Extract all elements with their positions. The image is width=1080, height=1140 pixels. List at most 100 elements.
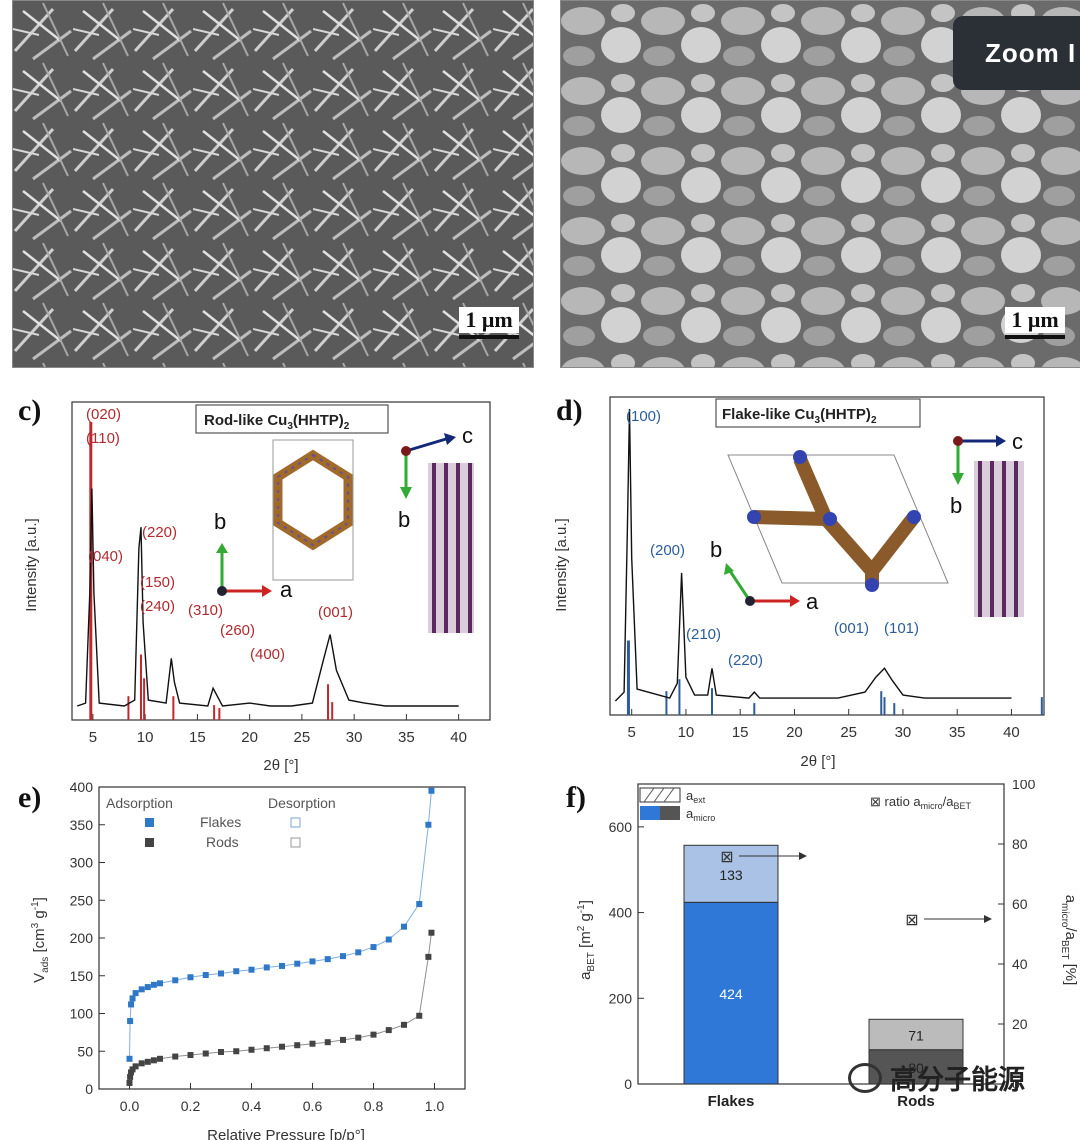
data-point bbox=[355, 949, 362, 956]
sem-rods-texture bbox=[13, 1, 533, 367]
data-point bbox=[150, 981, 157, 988]
measured-pattern-line bbox=[614, 408, 1012, 702]
sem-image-rods: 1 μm bbox=[12, 0, 534, 368]
data-point bbox=[132, 990, 139, 997]
panel-label-e: e) bbox=[18, 781, 42, 814]
bar-value-label: 71 bbox=[908, 1028, 924, 1044]
data-point bbox=[126, 1079, 133, 1086]
y2-tick-label: 60 bbox=[1012, 896, 1028, 912]
data-point bbox=[370, 944, 377, 951]
data-point bbox=[233, 968, 240, 975]
data-point bbox=[416, 901, 423, 908]
legend: aext amicro ⊠ ratio amicro/aBET bbox=[639, 787, 971, 823]
legend-micro: amicro bbox=[686, 806, 715, 823]
data-point bbox=[127, 1018, 134, 1025]
y2-tick-label: 20 bbox=[1012, 1016, 1028, 1032]
measured-pattern-line bbox=[76, 488, 459, 707]
x-tick-label: 25 bbox=[840, 724, 857, 741]
peak-label: (220) bbox=[728, 652, 763, 669]
scalebar-label: 1 μm bbox=[459, 307, 519, 333]
ratio-marker: ⊠ bbox=[720, 849, 733, 866]
data-point bbox=[294, 960, 301, 967]
legend-flakes: Flakes bbox=[200, 814, 241, 830]
data-point bbox=[428, 787, 435, 794]
data-point bbox=[218, 970, 224, 977]
peak-labels: (100) (200) (210) (220) (001) (101) bbox=[626, 408, 919, 669]
y2-tick-label: 80 bbox=[1012, 836, 1028, 852]
y-tick-label: 600 bbox=[609, 819, 633, 835]
data-point bbox=[132, 1063, 139, 1070]
panel-label-d: d) bbox=[556, 394, 583, 427]
legend: Adsorption Desorption Flakes Rods bbox=[106, 795, 336, 850]
chart-title-box bbox=[715, 398, 921, 428]
data-point bbox=[248, 966, 255, 973]
data-point bbox=[138, 1060, 145, 1067]
x-tick-label: 15 bbox=[732, 724, 749, 741]
bar-micro bbox=[683, 901, 779, 1085]
data-point bbox=[138, 986, 145, 993]
data-point bbox=[340, 953, 346, 960]
axis-b-label: b bbox=[710, 537, 722, 562]
bar-value-label: 133 bbox=[719, 867, 743, 883]
y-tick-label: 300 bbox=[70, 855, 94, 871]
axis-triad-bc: c b bbox=[950, 429, 1023, 518]
y-tick-label: 350 bbox=[70, 817, 94, 833]
x-axis-label: 2θ [°] bbox=[800, 753, 835, 770]
chat-bubble-icon bbox=[848, 1062, 882, 1093]
y2-tick-label: 100 bbox=[1012, 780, 1036, 792]
peak-label: (110) bbox=[86, 430, 120, 447]
plot-frame bbox=[98, 786, 466, 1090]
data-point bbox=[218, 1049, 224, 1056]
scalebar-b: 1 μm bbox=[1005, 307, 1065, 339]
data-point bbox=[294, 1042, 301, 1049]
x-tick-label: 5 bbox=[628, 724, 636, 741]
data-point bbox=[202, 971, 209, 978]
peak-label: (150) bbox=[140, 574, 175, 591]
peak-label: (001) bbox=[834, 620, 869, 637]
isotherm-chart: Vads [cm3 g-1] Relative Pressure [p/p°] … bbox=[30, 780, 466, 1140]
data-point bbox=[279, 962, 285, 969]
x-tick-label: 40 bbox=[450, 729, 467, 746]
data-point bbox=[129, 995, 136, 1002]
data-point bbox=[187, 974, 194, 981]
data-point bbox=[401, 1021, 407, 1028]
legend-desorption: Desorption bbox=[268, 795, 336, 811]
peak-labels: (020) (110) (220) (040) (150) (240) (310… bbox=[86, 406, 353, 663]
data-point bbox=[425, 821, 432, 828]
bar-value-label: 424 bbox=[719, 986, 743, 1002]
x-tick-label: 20 bbox=[241, 729, 258, 746]
data-point bbox=[425, 953, 432, 960]
watermark: 高分子能源 bbox=[848, 1058, 1025, 1097]
peak-label: (001) bbox=[318, 604, 353, 621]
data-point bbox=[128, 1069, 135, 1076]
peak-label: (220) bbox=[142, 524, 177, 541]
x-tick-label: 15 bbox=[189, 729, 206, 746]
peak-label: (310) bbox=[188, 602, 223, 619]
data-point bbox=[324, 1039, 331, 1046]
chart-title: Flake-like Cu3(HHTP)2 bbox=[722, 406, 877, 426]
peak-label: (210) bbox=[686, 626, 721, 643]
series-line bbox=[129, 932, 432, 1084]
panel-label-f: f) bbox=[566, 781, 586, 814]
data-point bbox=[157, 1055, 163, 1062]
data-point bbox=[279, 1043, 285, 1050]
axis-b-label: b bbox=[214, 509, 226, 534]
data-point bbox=[157, 980, 163, 987]
data-point bbox=[187, 1052, 194, 1059]
x-tick-label: 5 bbox=[89, 729, 97, 746]
axis-c-label: c bbox=[1012, 429, 1023, 454]
data-point bbox=[385, 1027, 392, 1034]
zoom-button[interactable]: Zoom I bbox=[953, 16, 1080, 90]
data-point bbox=[263, 964, 270, 971]
data-point bbox=[144, 984, 151, 991]
axis-c-label: c bbox=[462, 423, 473, 448]
data-point bbox=[340, 1036, 346, 1043]
axis-a-label: a bbox=[806, 589, 819, 614]
peak-label: (240) bbox=[140, 598, 175, 615]
series-line bbox=[129, 790, 432, 1059]
ratio-arrowhead bbox=[984, 915, 992, 923]
plot-frame bbox=[609, 396, 1045, 716]
plot-frame bbox=[71, 401, 491, 721]
x-tick-label: 10 bbox=[137, 729, 154, 746]
data-point bbox=[172, 977, 179, 984]
